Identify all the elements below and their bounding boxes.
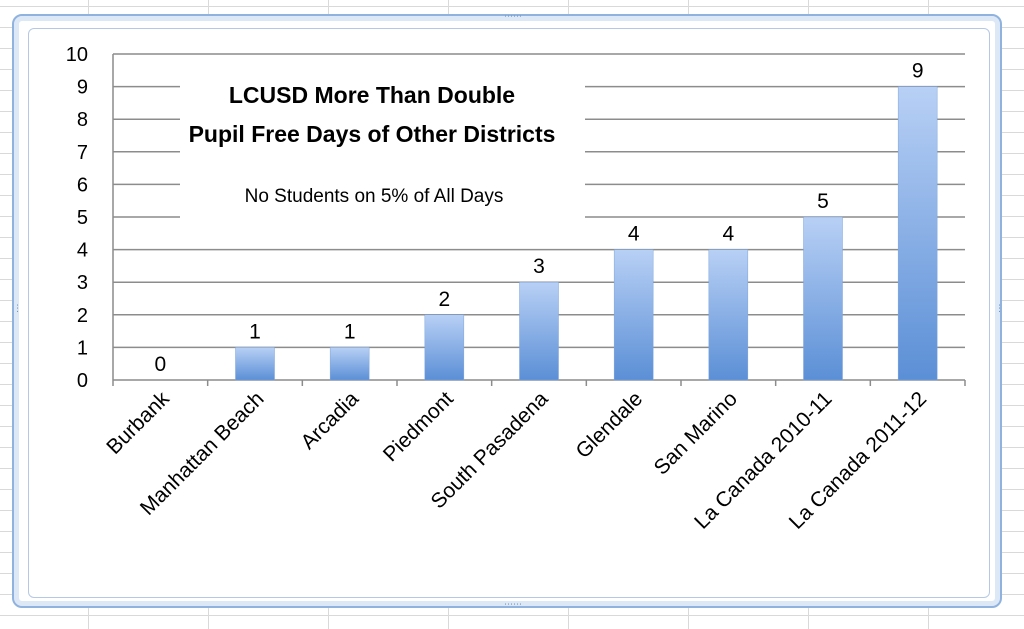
title-background: [180, 72, 585, 220]
data-label: 1: [249, 320, 261, 343]
y-tick-label: 6: [77, 174, 88, 196]
bar-piedmont[interactable]: [424, 314, 465, 381]
y-tick-label: 0: [77, 370, 88, 392]
chart-title-line-1: LCUSD More Than Double: [229, 82, 515, 108]
bar-la-canada-2011-12[interactable]: [897, 86, 938, 381]
chart-title-line-2: Pupil Free Days of Other Districts: [189, 121, 556, 147]
bar-arcadia[interactable]: [329, 347, 370, 381]
bar-manhattan-beach[interactable]: [235, 347, 275, 381]
data-label: 2: [438, 288, 450, 311]
y-tick-label: 3: [77, 272, 88, 294]
data-label: 1: [344, 320, 356, 343]
resize-handle-top[interactable]: ⋯⋯: [504, 12, 522, 22]
y-tick-label: 7: [77, 142, 88, 164]
y-tick-label: 9: [77, 77, 88, 99]
category-label: Piedmont: [379, 387, 458, 466]
data-label: 4: [722, 223, 734, 246]
bar-glendale[interactable]: [613, 249, 654, 381]
y-tick-label: 4: [77, 240, 88, 262]
category-label: Arcadia: [297, 387, 364, 454]
y-tick-label: 8: [77, 109, 88, 131]
category-label: Burbank: [102, 387, 174, 459]
category-label: Glendale: [571, 387, 647, 463]
resize-handle-right[interactable]: ⋮: [995, 304, 1004, 314]
resize-handle-left[interactable]: ⋮: [13, 304, 22, 314]
data-label: 4: [628, 223, 640, 246]
resize-handle-bottom[interactable]: ⋯⋯: [504, 600, 522, 610]
y-tick-label: 2: [77, 305, 88, 327]
data-label: 3: [533, 255, 545, 278]
category-label: San Marino: [650, 387, 742, 479]
data-label: 9: [912, 60, 924, 83]
y-tick-label: 1: [77, 337, 88, 359]
data-label: 0: [154, 353, 166, 376]
data-label: 5: [817, 190, 829, 213]
y-tick-label: 10: [66, 44, 88, 66]
bar-south-pasadena[interactable]: [519, 281, 559, 381]
bar-san-marino[interactable]: [708, 249, 749, 381]
bar-la-canada-2010-11[interactable]: [803, 216, 843, 381]
chart-subtitle: No Students on 5% of All Days: [245, 186, 504, 207]
y-tick-label: 5: [77, 207, 88, 229]
